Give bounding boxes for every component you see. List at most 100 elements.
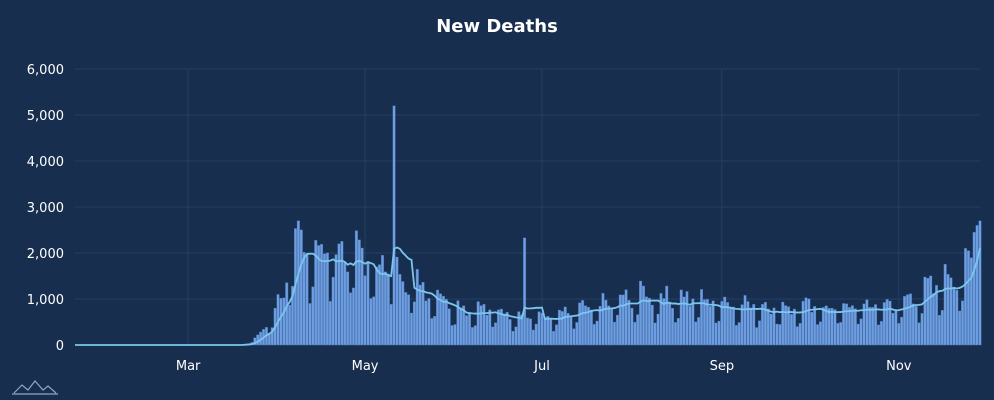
bar	[639, 280, 643, 346]
bar	[708, 306, 712, 346]
bar	[380, 254, 384, 346]
bar	[644, 296, 648, 346]
bar	[734, 325, 738, 346]
bar	[465, 315, 469, 346]
bar	[441, 295, 445, 346]
bar	[833, 309, 837, 346]
bar	[476, 301, 480, 346]
bar	[908, 293, 912, 346]
bar	[409, 312, 413, 346]
bar	[662, 298, 666, 346]
bar	[778, 324, 782, 346]
bar	[592, 324, 596, 346]
bar	[775, 323, 779, 346]
bar	[789, 313, 793, 346]
bar	[760, 303, 764, 346]
bar	[859, 318, 863, 346]
bar	[439, 293, 442, 346]
bar	[847, 307, 851, 346]
bar	[288, 304, 292, 346]
bar	[688, 305, 692, 346]
bar	[526, 317, 529, 346]
bar	[485, 314, 489, 346]
bar	[598, 306, 602, 346]
bar	[534, 323, 538, 346]
bar	[676, 318, 680, 346]
bar	[360, 247, 364, 346]
bar	[920, 313, 924, 346]
bar	[671, 308, 675, 346]
bar	[868, 307, 872, 346]
bar	[697, 317, 701, 346]
bar	[850, 305, 854, 346]
bar	[836, 323, 840, 346]
bar	[398, 274, 402, 346]
bar	[282, 297, 286, 346]
bar	[412, 301, 416, 346]
bar	[865, 299, 869, 346]
bar	[468, 311, 471, 346]
bar	[955, 289, 959, 346]
bar	[792, 308, 796, 346]
bar	[749, 307, 753, 346]
bar	[818, 321, 822, 346]
bar	[523, 237, 527, 346]
bar	[717, 320, 721, 346]
bar	[450, 325, 454, 346]
bar	[862, 303, 866, 346]
bar	[296, 220, 300, 346]
bar	[740, 304, 744, 346]
bar	[630, 307, 634, 346]
bar	[502, 313, 506, 346]
y-tick-label: 1,000	[27, 293, 64, 308]
bar	[966, 250, 970, 346]
bar	[392, 105, 396, 346]
bar	[926, 277, 930, 346]
bar	[279, 297, 283, 346]
bar	[479, 305, 483, 346]
bar	[975, 225, 979, 346]
bar	[459, 307, 463, 346]
bar	[389, 304, 393, 346]
bar	[700, 289, 704, 346]
x-tick-label: Jul	[533, 359, 550, 374]
bar	[972, 232, 976, 346]
bar	[586, 306, 590, 346]
bar	[456, 300, 460, 346]
bar	[743, 295, 747, 346]
bar	[961, 300, 965, 346]
x-axis: Mar May Jul Sep Nov	[176, 359, 912, 374]
bar	[433, 316, 437, 346]
bar	[615, 314, 619, 346]
bar	[421, 281, 425, 346]
bar	[937, 315, 941, 346]
x-tick-label: Nov	[886, 359, 912, 374]
bar	[563, 306, 567, 346]
bar	[691, 298, 695, 346]
bar	[624, 289, 628, 346]
bar	[795, 326, 799, 346]
bar	[656, 313, 660, 346]
bar	[555, 324, 558, 346]
bar	[821, 307, 825, 346]
bar	[581, 300, 585, 346]
bar	[746, 301, 750, 346]
bar	[401, 281, 405, 346]
bar	[827, 307, 831, 346]
bar	[540, 312, 544, 346]
bar	[816, 324, 820, 346]
bar	[839, 322, 843, 346]
bar	[357, 239, 361, 346]
bar	[308, 303, 312, 346]
bar	[879, 321, 883, 346]
y-tick-label: 2,000	[27, 247, 64, 262]
bar	[813, 306, 817, 346]
bars-layer	[238, 105, 982, 346]
bar	[305, 254, 309, 346]
bar	[810, 311, 814, 346]
bar	[572, 328, 576, 346]
bar	[578, 302, 582, 346]
bar	[917, 322, 921, 346]
bar	[679, 289, 683, 346]
